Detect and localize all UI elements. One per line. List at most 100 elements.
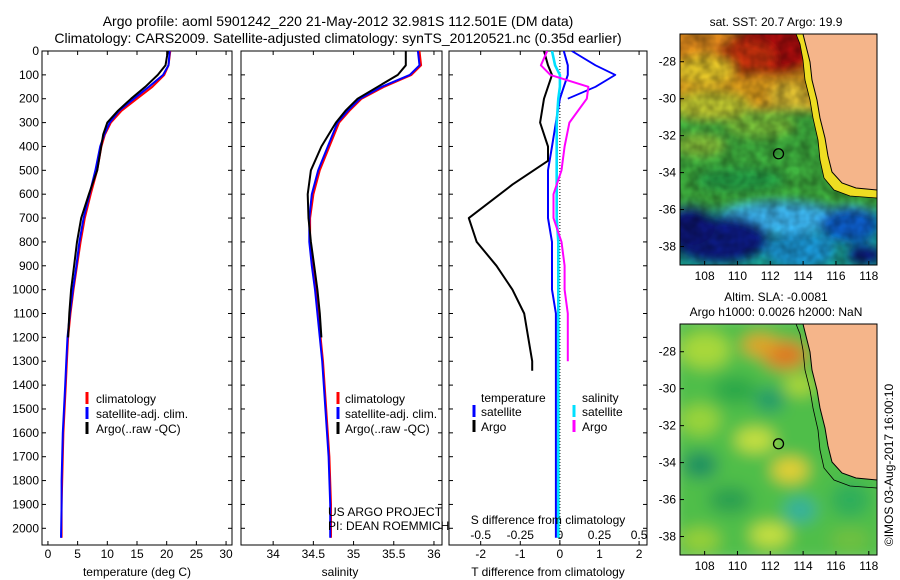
salinity-difference-tick-label: -0.5 xyxy=(470,528,491,542)
latitude-tick-label: -34 xyxy=(659,166,677,180)
salinity-plot-frame xyxy=(240,50,443,546)
salinity-profiles xyxy=(306,51,423,538)
latitude-tick-label: -36 xyxy=(659,203,677,217)
legend-label-t-satellite: satellite xyxy=(481,405,522,419)
longitude-tick-label: 118 xyxy=(859,269,878,283)
depth-tick-label: 100 xyxy=(19,68,39,82)
satellite-line xyxy=(308,51,421,538)
depth-tick-label: 600 xyxy=(19,187,39,201)
temperature-tick-label: 30 xyxy=(219,547,233,561)
salinity-satellite-line xyxy=(550,51,562,538)
temperature-difference-axis-label: T difference from climatology xyxy=(471,565,625,579)
sst-shelf-contour xyxy=(795,34,877,199)
depth-tick-label: 300 xyxy=(19,116,39,130)
temperature-tick-label: 0 xyxy=(45,547,52,561)
temperature-tick-label: 20 xyxy=(160,547,174,561)
depth-tick-label: 1700 xyxy=(12,450,39,464)
salinity-tick-label: 36 xyxy=(427,547,441,561)
latitude-tick-label: -30 xyxy=(659,382,677,396)
latitude-tick-label: -34 xyxy=(659,456,677,470)
sla-shelf-contour xyxy=(795,324,877,489)
depth-tick-label: 1400 xyxy=(12,378,39,392)
longitude-tick-label: 112 xyxy=(761,269,780,283)
temperature-tick-label: 10 xyxy=(101,547,115,561)
argo-location-marker xyxy=(772,148,785,160)
project-credit: US ARGO PROJECT xyxy=(328,505,443,519)
salinity-tick-label: 35 xyxy=(347,547,361,561)
depth-tick-label: 500 xyxy=(19,163,39,177)
depth-tick-label: 700 xyxy=(19,211,39,225)
depth-tick-label: 0 xyxy=(32,44,39,58)
depth-tick-label: 800 xyxy=(19,235,39,249)
sst-map-title: sat. SST: 20.7 Argo: 19.9 xyxy=(710,15,843,29)
salinity-difference-tick-label: 0.5 xyxy=(631,528,648,542)
salinity-argo-line xyxy=(539,51,590,362)
title-line-2: Climatology: CARS2009. Satellite-adjuste… xyxy=(54,30,621,46)
temperature-difference-tick-label: -2 xyxy=(475,547,486,561)
legend-label-argo: Argo(..raw -QC) xyxy=(345,422,430,436)
longitude-tick-label: 108 xyxy=(695,269,715,283)
difference-profiles xyxy=(467,51,617,538)
satellite-line xyxy=(60,51,171,538)
difference-legend: temperature salinity satellite satellite… xyxy=(472,391,623,434)
longitude-tick-label: 110 xyxy=(728,559,747,573)
depth-tick-label: 1800 xyxy=(12,474,39,488)
longitude-tick-label: 114 xyxy=(794,559,813,573)
temperature-tick-label: 5 xyxy=(74,547,81,561)
temperature-argo-line xyxy=(467,51,553,371)
latitude-tick-label: -36 xyxy=(659,493,677,507)
sst-map-field xyxy=(680,34,877,265)
legend-label-s-satellite: satellite xyxy=(582,405,623,419)
depth-tick-label: 1000 xyxy=(12,283,39,297)
depth-tick-label: 1900 xyxy=(12,497,39,511)
legend-label-satellite: satellite-adj. clim. xyxy=(96,407,188,421)
latitude-tick-label: -38 xyxy=(659,240,677,254)
salinity-axis: 34 34.5 35 35.5 36 xyxy=(241,50,442,561)
sst-map-panel: sat. SST: 20.7 Argo: 19.9 xyxy=(659,15,879,283)
legend-label-t-argo: Argo xyxy=(481,420,507,434)
temperature-legend: climatology satellite-adj. clim. Argo(..… xyxy=(85,392,188,436)
difference-plot-frame xyxy=(448,50,648,546)
depth-tick-label: 1300 xyxy=(12,354,39,368)
temperature-axis-label: temperature (deg C) xyxy=(83,565,191,579)
imos-credit: ©IMOS 03-Aug-2017 16:00:10 xyxy=(882,384,896,547)
sst-land xyxy=(802,34,877,191)
depth-tick-label: 400 xyxy=(19,139,39,153)
argo-line xyxy=(306,51,407,338)
salinity-axis-label: salinity xyxy=(322,565,359,579)
longitude-tick-label: 108 xyxy=(695,559,715,573)
sla-map-axes: 108 110 112 114 116 118 -28 -30 -32 -34 -36 -38 xyxy=(659,345,879,573)
sla-map-subtitle: Argo h1000: 0.0026 h2000: NaN xyxy=(690,305,863,319)
latitude-tick-label: -28 xyxy=(659,55,677,69)
temperature-difference-tick-label: -1 xyxy=(515,547,526,561)
longitude-tick-label: 118 xyxy=(859,559,878,573)
latitude-tick-label: -32 xyxy=(659,129,677,143)
salinity-difference-tick-label: 0.25 xyxy=(588,528,612,542)
legend-label-climatology: climatology xyxy=(96,392,156,406)
depth-axis: 0 100 200 300 400 500 600 700 800 900 1000 1100 1200… xyxy=(12,44,232,535)
depth-tick-label: 1200 xyxy=(12,330,39,344)
legend-label-satellite: satellite-adj. clim. xyxy=(345,407,437,421)
sla-map-field xyxy=(680,324,877,555)
temperature-difference-tick-label: 2 xyxy=(636,547,643,561)
legend-label-argo: Argo(..raw -QC) xyxy=(96,422,181,436)
sst-map-axes: 108 110 112 114 116 118 -28 -30 -32 -34 -36 -38 xyxy=(659,55,879,283)
argo-location-marker xyxy=(772,438,785,450)
sla-map-frame xyxy=(679,323,878,556)
depth-tick-label: 1600 xyxy=(12,426,39,440)
temperature-satellite-surface-line xyxy=(567,51,617,100)
salinity-tick-label: 34 xyxy=(266,547,280,561)
longitude-tick-label: 112 xyxy=(761,559,780,573)
temperature-difference-tick-label: 1 xyxy=(596,547,603,561)
latitude-tick-label: -38 xyxy=(659,530,677,544)
legend-heading-salinity: salinity xyxy=(582,391,619,405)
depth-tick-label: 200 xyxy=(19,92,39,106)
depth-tick-label: 900 xyxy=(19,259,39,273)
sst-map-frame xyxy=(679,33,878,266)
sla-land xyxy=(802,324,877,481)
depth-tick-label: 2000 xyxy=(12,521,39,535)
temperature-tick-label: 25 xyxy=(190,547,204,561)
longitude-tick-label: 116 xyxy=(826,559,845,573)
